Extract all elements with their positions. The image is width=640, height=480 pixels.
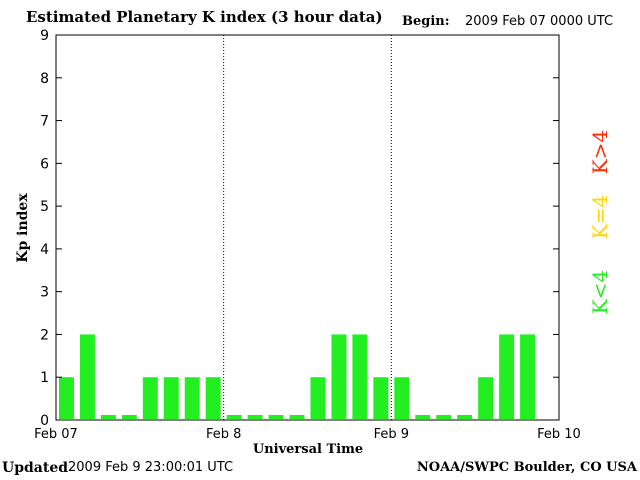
y-tick-label: 3 <box>40 285 49 301</box>
y-tick-label: 5 <box>40 199 49 215</box>
y-tick-label: 8 <box>40 71 49 87</box>
bars <box>59 334 536 419</box>
kp-bar <box>415 415 431 419</box>
begin-value: 2009 Feb 07 0000 UTC <box>465 14 614 29</box>
x-axis-label: Universal Time <box>253 442 363 457</box>
kp-bar <box>226 415 242 419</box>
kp-bar <box>100 415 116 419</box>
x-axis: Feb 07 Feb 8 Feb 9 Feb 10 <box>34 427 581 442</box>
kp-bar <box>436 415 452 419</box>
updated-value: 2009 Feb 9 23:00:01 UTC <box>68 460 234 475</box>
x-tick-label: Feb 07 <box>34 427 78 442</box>
chart-title: Estimated Planetary K index (3 hour data… <box>26 8 383 26</box>
legend-k-less-4: K<4 <box>588 269 612 315</box>
y-axis-label: Kp index <box>15 193 31 263</box>
kp-bar <box>205 377 221 419</box>
x-tick-label: Feb 9 <box>374 427 409 442</box>
kp-bar <box>184 377 200 419</box>
kp-bar <box>310 377 326 419</box>
y-tick-label: 0 <box>40 413 49 429</box>
kp-bar <box>352 334 368 419</box>
y-axis: 0 1 2 3 4 5 6 7 8 9 <box>40 28 559 429</box>
kp-bar <box>478 377 494 419</box>
day-dividers <box>223 35 392 420</box>
y-tick-label: 4 <box>40 242 49 258</box>
plot-frame <box>55 34 560 421</box>
begin-label: Begin: <box>402 14 450 29</box>
kp-bar <box>499 334 515 419</box>
kp-bar <box>520 334 536 419</box>
y-tick-label: 7 <box>40 114 49 130</box>
y-tick-label: 9 <box>40 28 49 44</box>
x-tick-label: Feb 8 <box>206 427 241 442</box>
kp-bar <box>163 377 179 419</box>
credit-text: NOAA/SWPC Boulder, CO USA <box>416 460 637 475</box>
kp-bar <box>457 415 473 419</box>
y-tick-label: 2 <box>40 327 49 343</box>
kp-bar <box>121 415 137 419</box>
updated-label: Updated <box>2 460 69 476</box>
kp-bar <box>142 377 158 419</box>
kp-bar <box>79 334 95 419</box>
y-tick-label: 1 <box>40 370 49 386</box>
kp-bar <box>331 334 347 419</box>
kp-bar <box>394 377 410 419</box>
y-tick-label: 6 <box>40 156 49 172</box>
kp-bar <box>59 377 74 419</box>
kp-bar <box>373 377 389 419</box>
kp-bar <box>289 415 305 419</box>
x-tick-label: Feb 10 <box>537 427 581 442</box>
kp-bar <box>247 415 263 419</box>
kp-bar <box>268 415 284 419</box>
